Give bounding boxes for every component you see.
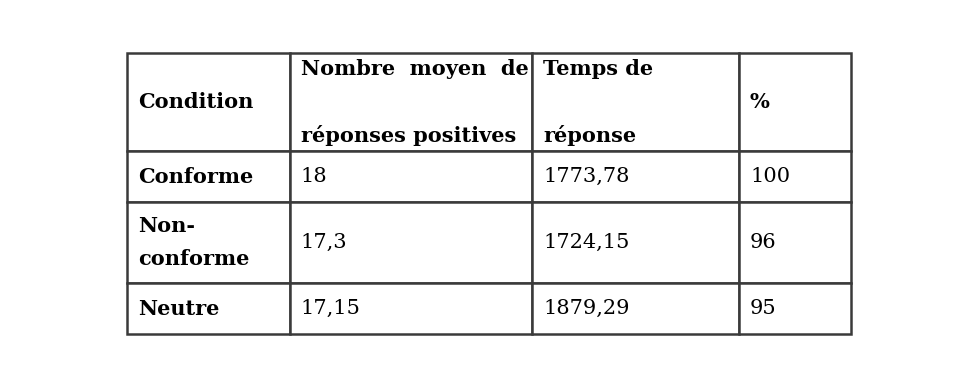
Text: Neutre: Neutre xyxy=(137,299,219,319)
Text: 1724,15: 1724,15 xyxy=(543,233,629,252)
Text: Conforme: Conforme xyxy=(137,167,253,187)
Bar xyxy=(127,151,290,202)
Bar xyxy=(290,283,532,334)
Text: Condition: Condition xyxy=(137,92,253,112)
Bar xyxy=(290,202,532,283)
Bar xyxy=(739,53,850,151)
Bar xyxy=(532,151,739,202)
Text: 1773,78: 1773,78 xyxy=(543,167,629,186)
Text: Non-
conforme: Non- conforme xyxy=(137,216,249,269)
Text: 1879,29: 1879,29 xyxy=(543,299,629,318)
Text: Nombre  moyen  de

réponses positives: Nombre moyen de réponses positives xyxy=(300,58,528,146)
Text: 18: 18 xyxy=(300,167,327,186)
Bar xyxy=(127,283,290,334)
Bar xyxy=(290,53,532,151)
Text: 95: 95 xyxy=(749,299,776,318)
Bar xyxy=(127,202,290,283)
Text: Temps de

réponse: Temps de réponse xyxy=(543,58,653,146)
Bar xyxy=(739,151,850,202)
Text: 17,3: 17,3 xyxy=(300,233,347,252)
Bar xyxy=(532,283,739,334)
Text: 96: 96 xyxy=(749,233,776,252)
Text: 100: 100 xyxy=(749,167,789,186)
Bar xyxy=(532,202,739,283)
Bar xyxy=(127,53,290,151)
Bar xyxy=(739,283,850,334)
Bar xyxy=(739,202,850,283)
Text: 17,15: 17,15 xyxy=(300,299,360,318)
Bar xyxy=(290,151,532,202)
Bar xyxy=(532,53,739,151)
Text: %: % xyxy=(749,92,769,112)
